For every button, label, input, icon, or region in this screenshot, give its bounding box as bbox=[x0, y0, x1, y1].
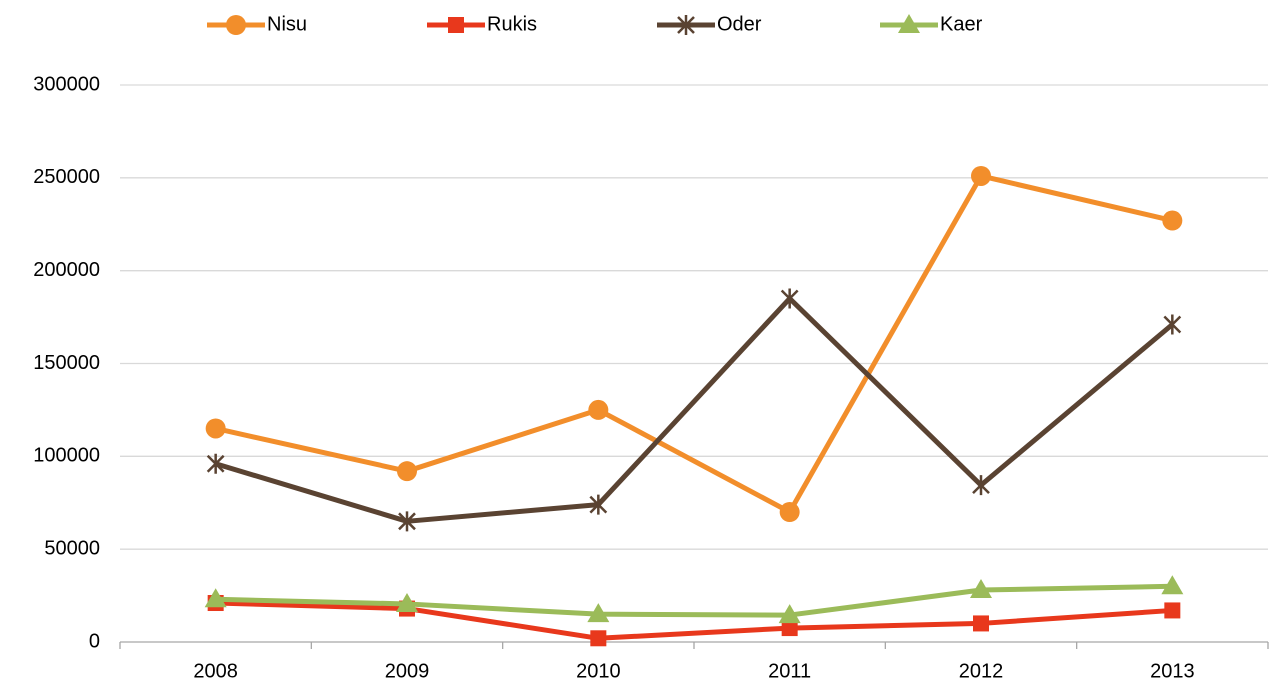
marker bbox=[226, 15, 246, 35]
marker bbox=[205, 418, 226, 439]
series-line bbox=[214, 296, 1174, 524]
y-tick-label: 150000 bbox=[33, 352, 100, 374]
marker bbox=[397, 461, 417, 482]
marker bbox=[1162, 210, 1183, 231]
marker bbox=[448, 17, 464, 33]
marker bbox=[590, 630, 607, 647]
marker bbox=[898, 14, 920, 33]
marker bbox=[206, 453, 225, 474]
legend-label: Oder bbox=[717, 13, 762, 35]
y-tick-label: 100000 bbox=[33, 445, 100, 467]
x-tick-label: 2012 bbox=[959, 660, 1004, 682]
series-line bbox=[215, 173, 1173, 515]
marker bbox=[778, 604, 801, 624]
y-tick-label: 200000 bbox=[33, 259, 100, 281]
marker bbox=[396, 592, 418, 612]
series-line bbox=[215, 583, 1173, 618]
marker bbox=[1164, 602, 1181, 619]
y-tick-label: 50000 bbox=[44, 537, 100, 559]
marker bbox=[677, 15, 695, 35]
y-tick-label: 300000 bbox=[33, 73, 100, 95]
series-line bbox=[215, 600, 1173, 641]
x-tick-label: 2011 bbox=[768, 660, 811, 682]
marker bbox=[780, 288, 799, 309]
marker bbox=[1161, 575, 1184, 595]
legend-label: Kaer bbox=[940, 13, 983, 35]
marker bbox=[971, 165, 991, 186]
legend-label: Nisu bbox=[267, 13, 307, 35]
marker bbox=[589, 494, 608, 515]
marker bbox=[970, 579, 992, 599]
x-tick-label: 2013 bbox=[1150, 660, 1195, 682]
marker bbox=[781, 620, 798, 637]
marker bbox=[204, 588, 227, 608]
x-tick-label: 2009 bbox=[385, 660, 430, 682]
marker bbox=[398, 511, 416, 532]
x-tick-label: 2008 bbox=[193, 660, 238, 682]
x-tick-label: 2010 bbox=[576, 660, 621, 682]
marker bbox=[1163, 314, 1182, 335]
marker bbox=[587, 603, 610, 623]
marker bbox=[973, 615, 989, 632]
marker bbox=[588, 399, 609, 420]
y-tick-label: 0 bbox=[89, 630, 100, 652]
legend-label: Rukis bbox=[487, 13, 537, 35]
marker bbox=[779, 502, 800, 523]
y-tick-label: 250000 bbox=[33, 166, 100, 188]
marker bbox=[972, 475, 990, 496]
